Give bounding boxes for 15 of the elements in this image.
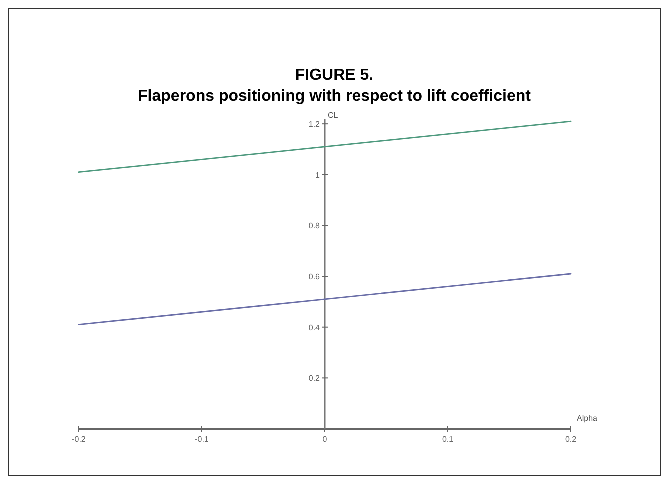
y-tick-label: 0.4: [308, 323, 321, 332]
chart-subtitle: Flaperons positioning with respect to lift coefficient: [138, 88, 532, 105]
x-axis-title: Alpha: [577, 414, 598, 423]
x-tick-label: 0.2: [565, 435, 578, 444]
y-tick-label: 0.8: [308, 222, 321, 231]
x-tick-label: 0: [322, 435, 328, 444]
y-tick-label: 1: [316, 170, 321, 180]
y-tick-label: 1.2: [308, 120, 321, 130]
y-axis-title: CL: [328, 111, 339, 120]
y-tick-label: 0.2: [308, 374, 321, 384]
chart-title: FIGURE 5.: [295, 67, 374, 84]
x-tick-label: -0.1: [195, 435, 210, 444]
x-tick-label: -0.2: [72, 435, 86, 444]
y-tick-label: 0.6: [308, 272, 321, 282]
x-tick-label: 0.1: [442, 435, 454, 444]
